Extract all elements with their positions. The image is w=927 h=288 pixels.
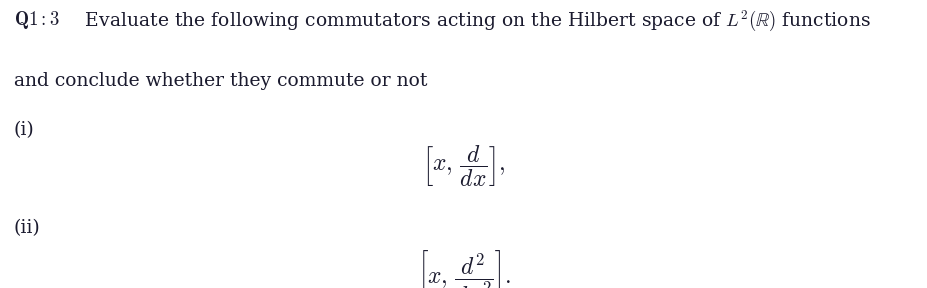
Text: and conclude whether they commute or not: and conclude whether they commute or not xyxy=(14,72,426,90)
Text: Evaluate the following commutators acting on the Hilbert space of $L^2(\mathbb{R: Evaluate the following commutators actin… xyxy=(79,9,870,34)
Text: (ii): (ii) xyxy=(14,219,41,237)
Text: (i): (i) xyxy=(14,121,34,139)
Text: $\left[x,\, \dfrac{d^2}{dx^2}\right].$: $\left[x,\, \dfrac{d^2}{dx^2}\right].$ xyxy=(417,248,510,288)
Text: $\mathbf{Q1:3}$: $\mathbf{Q1:3}$ xyxy=(14,9,59,31)
Text: $\left[x,\, \dfrac{d}{dx}\right],$: $\left[x,\, \dfrac{d}{dx}\right],$ xyxy=(422,144,505,190)
